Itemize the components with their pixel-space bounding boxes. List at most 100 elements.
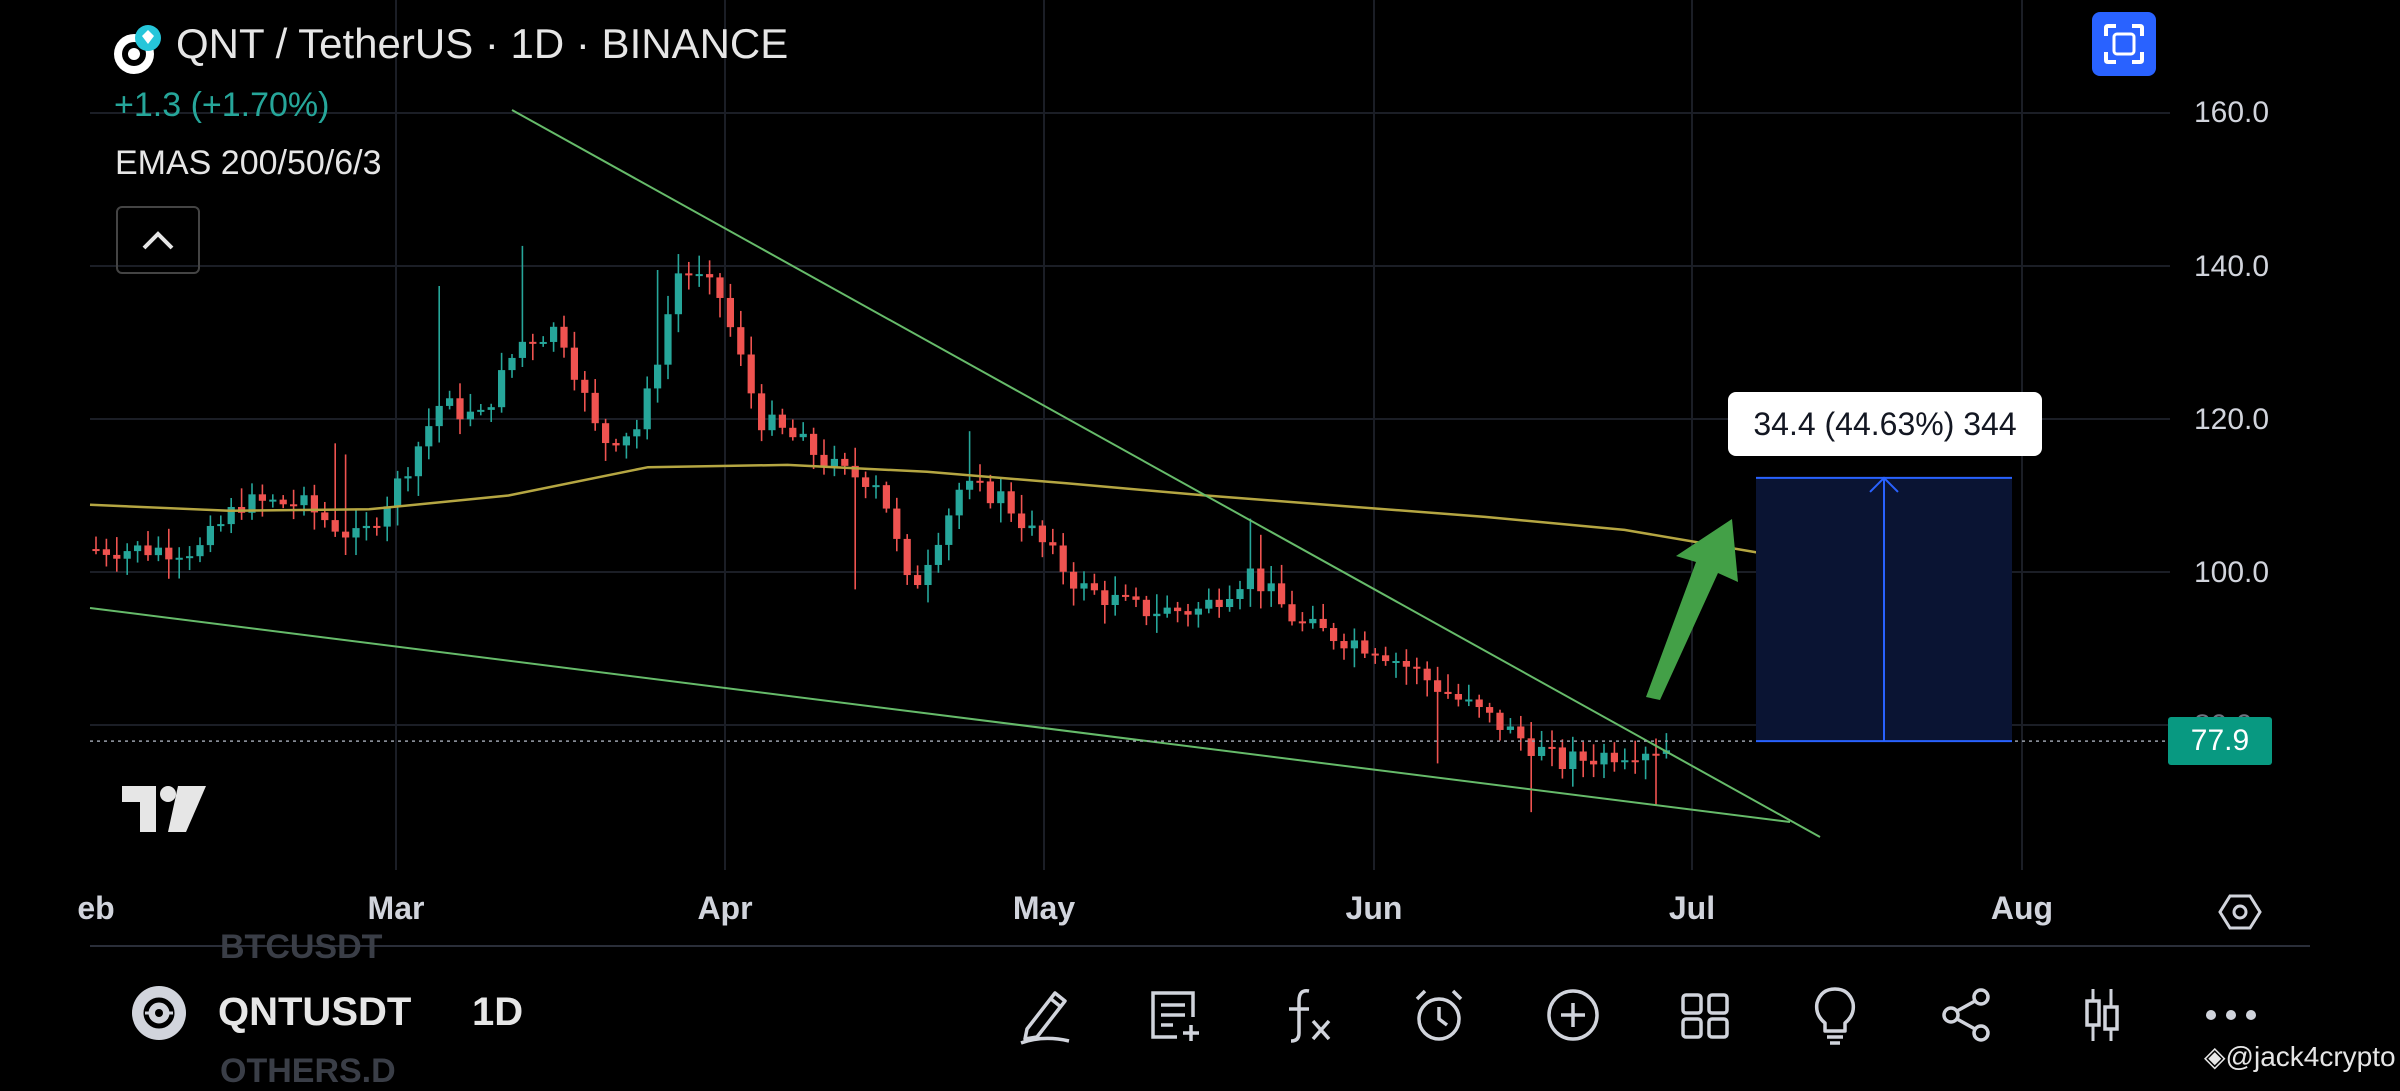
x-tick: Apr [697, 890, 753, 926]
candle-body [1569, 751, 1577, 770]
candle-body [300, 495, 308, 506]
candle-body [830, 458, 838, 467]
candle-body [373, 525, 381, 528]
x-tick: May [1012, 890, 1076, 926]
layout-button[interactable] [1670, 980, 1740, 1050]
candle-body [269, 499, 277, 502]
y-tick: 160.0 [2194, 96, 2270, 129]
symbol-selector[interactable]: QNTUSDT [218, 990, 412, 1034]
candle-body [581, 379, 589, 393]
candle-body [955, 489, 963, 516]
candle-body [1444, 691, 1452, 694]
candle-body [123, 551, 131, 559]
candle-body [1090, 583, 1098, 591]
candle-body [778, 414, 786, 428]
candle-body [914, 575, 922, 586]
candle-body [1652, 753, 1660, 756]
candle-body [1153, 613, 1161, 617]
chart-settings-button[interactable] [2216, 888, 2264, 936]
candle-body [1163, 607, 1171, 614]
measure-label[interactable]: 34.4 (44.63%) 344 [1728, 392, 2042, 456]
candle-body [560, 326, 568, 348]
candle-body [789, 427, 797, 438]
symbol-list-item[interactable]: BTCUSDT [220, 928, 383, 966]
y-tick: 120.0 [2194, 403, 2270, 436]
add-button[interactable] [1538, 980, 1608, 1050]
candle-body [550, 326, 558, 342]
share-button[interactable] [1932, 980, 2002, 1050]
alerts-button[interactable] [1404, 980, 1474, 1050]
candle-body [1288, 604, 1296, 622]
candle-body [310, 495, 318, 513]
candle-body [154, 547, 162, 556]
candle-body [1590, 760, 1598, 765]
candle-body [1558, 747, 1566, 770]
candle-body [882, 485, 890, 509]
collapse-legend-button[interactable] [116, 206, 200, 274]
y-tick: 140.0 [2194, 250, 2270, 283]
candle-body [362, 525, 370, 529]
notes-button[interactable] [1140, 980, 1210, 1050]
chart-type-button[interactable] [2066, 980, 2136, 1050]
candle-body [1506, 726, 1514, 730]
candle-body [862, 477, 870, 487]
drawing-tools-button[interactable] [1010, 980, 1080, 1050]
candle-body [716, 277, 724, 298]
candle-body [737, 327, 745, 355]
chevron-up-icon [142, 231, 174, 250]
more-button[interactable] [2196, 980, 2266, 1050]
candle-body [695, 274, 703, 277]
symbol-title[interactable]: QNT / TetherUS · 1D · BINANCE [176, 20, 789, 67]
candle-body [1548, 746, 1556, 749]
candle-body [1486, 707, 1494, 713]
chart-area[interactable] [0, 0, 2400, 945]
interval-selector[interactable]: 1D [472, 990, 524, 1034]
candle-body [674, 273, 682, 315]
candle-body [1631, 760, 1639, 763]
candle-body [1600, 752, 1608, 765]
candle-body [1174, 607, 1182, 612]
candle-body [1361, 640, 1369, 654]
candle-body [1194, 608, 1202, 615]
ideas-button[interactable] [1800, 980, 1870, 1050]
candle-body [435, 405, 443, 427]
candle-body [799, 433, 807, 438]
candle-body [321, 512, 329, 521]
candle-body [1278, 583, 1286, 605]
candle-body [258, 494, 266, 501]
candle-body [1122, 594, 1130, 597]
candle-body [945, 515, 953, 545]
hexagon-settings-icon [2218, 894, 2262, 930]
candle-body [342, 531, 350, 538]
breakout-arrow [1646, 519, 1738, 700]
candle-body [279, 499, 287, 505]
candle-body [144, 545, 152, 556]
candle-body [758, 393, 766, 431]
symbol-list-item[interactable]: OTHERS.D [220, 1052, 396, 1090]
price-change: +1.3 (+1.70%) [114, 86, 330, 124]
candle-body [1642, 753, 1650, 761]
candle-body [643, 388, 651, 430]
candle-body [352, 528, 360, 538]
candle-body [820, 454, 828, 467]
measure-arrow-head [1869, 476, 1899, 493]
candle-body [1205, 599, 1213, 609]
candle-body [1527, 738, 1535, 756]
candle-body [1330, 628, 1338, 642]
candle-body [1413, 666, 1421, 669]
candle-body [1184, 611, 1192, 615]
indicator-legend[interactable]: EMAS 200/50/6/3 [115, 144, 382, 182]
fullscreen-button[interactable] [2092, 12, 2156, 76]
candle-body [1070, 571, 1078, 589]
ideas-bulb-icon [1814, 987, 1856, 1045]
candle-body [1049, 542, 1057, 546]
indicators-button[interactable] [1272, 980, 1342, 1050]
candle-body [706, 274, 714, 278]
candle-body [893, 508, 901, 539]
candle-body [1298, 621, 1306, 624]
candle-body [1111, 594, 1119, 606]
watermark: ◈@jack4crypto [2204, 1041, 2396, 1072]
candle-body [466, 411, 474, 420]
y-tick: 100.0 [2194, 556, 2270, 589]
candle-body [1496, 712, 1504, 730]
